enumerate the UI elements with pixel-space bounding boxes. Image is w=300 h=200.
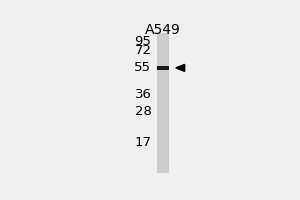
Bar	[157, 33, 169, 173]
Text: A549: A549	[145, 23, 181, 37]
Text: 55: 55	[134, 61, 152, 74]
Bar	[157, 66, 169, 70]
Polygon shape	[176, 64, 185, 71]
Text: 72: 72	[134, 44, 152, 57]
Text: 95: 95	[135, 35, 152, 48]
Text: 36: 36	[135, 88, 152, 101]
Text: 17: 17	[134, 136, 152, 149]
Text: 28: 28	[135, 105, 152, 118]
